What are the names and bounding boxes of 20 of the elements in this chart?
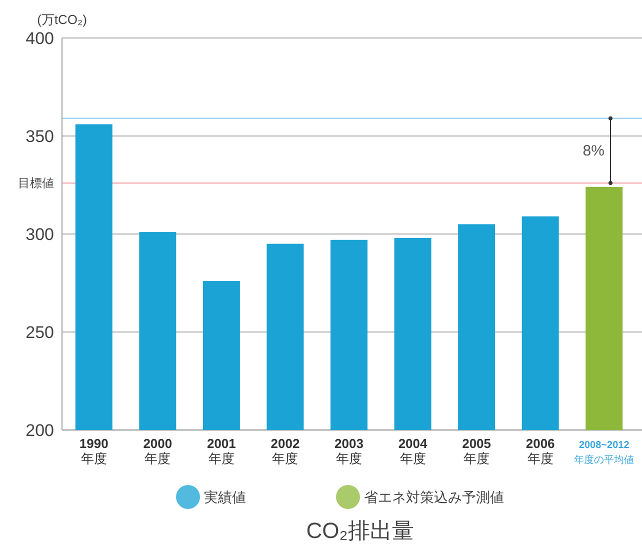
legend-label: 実績値: [204, 489, 246, 505]
x-tick-label: 2000 年度: [143, 436, 172, 466]
x-tick-label: 2003 年度: [334, 436, 364, 466]
x-tick-label: 2005 年度: [462, 436, 492, 466]
y-tick-label: 300: [26, 225, 54, 244]
x-tick-label: 2002 年度: [270, 436, 300, 466]
y-tick-label: 200: [26, 421, 54, 440]
x-tick-label: 2006 年度: [526, 436, 555, 466]
y-axis-title: (万tCO₂): [37, 12, 87, 27]
y-tick-label: 350: [26, 127, 54, 146]
x-tick-label: 2001 年度: [206, 436, 236, 466]
y-tick-label: 400: [26, 29, 54, 48]
annotation: 8%: [582, 142, 604, 160]
legend-label: 省エネ対策込み予測値: [364, 489, 504, 505]
text: CO₂排出量: [306, 518, 414, 543]
x-tick-label: 2008~2012 年度の平均値: [574, 440, 634, 466]
y-tick-label: 目標値: [18, 176, 54, 190]
x-tick-label: 2004 年度: [398, 436, 428, 466]
x-tick-label: 1990 年度: [79, 436, 108, 466]
y-tick-label: 250: [26, 323, 54, 342]
